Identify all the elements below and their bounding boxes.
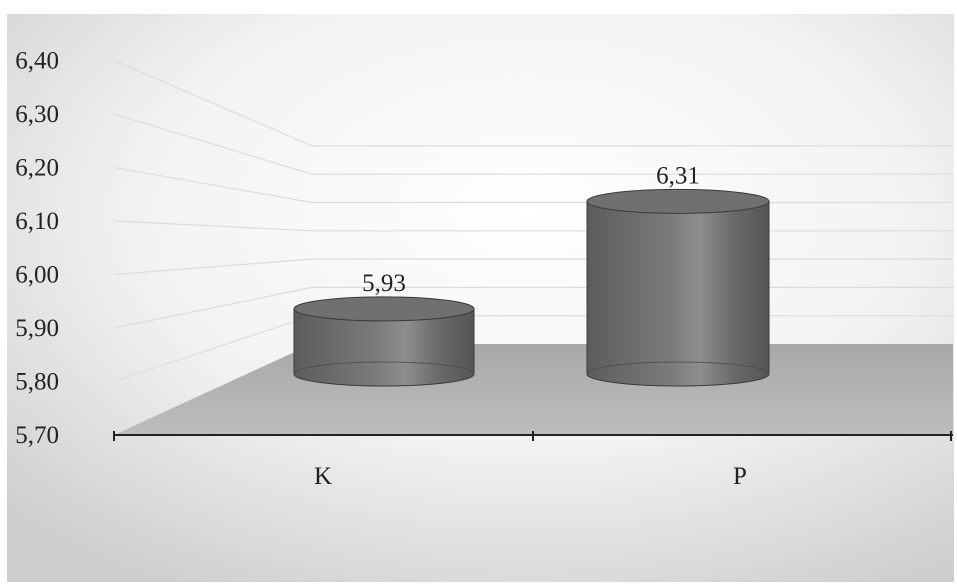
bar-base-rim xyxy=(586,361,770,375)
y-tick-label: 6,30 xyxy=(15,101,59,128)
bar xyxy=(586,188,770,387)
y-tick-label: 5,90 xyxy=(15,315,59,342)
data-label: 6,31 xyxy=(656,162,700,189)
bar-top xyxy=(293,296,475,322)
y-axis-ticks: 5,70 5,80 5,90 6,00 6,10 6,20 6,30 6,40 xyxy=(15,48,59,450)
x-axis xyxy=(113,431,953,441)
gridlines xyxy=(113,59,953,383)
chart-area: 5,70 5,80 5,90 6,00 6,10 6,20 6,30 6,40 5,93 K 6,… xyxy=(7,14,954,582)
y-tick-label: 6,20 xyxy=(15,155,59,182)
gridline xyxy=(113,59,953,147)
category-label: K xyxy=(314,463,332,490)
bar-base-rim xyxy=(293,361,475,375)
bar-body xyxy=(586,200,770,387)
bars xyxy=(293,188,770,387)
bar-top xyxy=(586,188,770,214)
y-tick-label: 6,10 xyxy=(15,208,59,235)
y-tick-label: 5,70 xyxy=(15,422,59,449)
labels: 5,93 K 6,31 P xyxy=(314,162,747,490)
bar xyxy=(293,296,475,387)
category-label: P xyxy=(733,463,747,490)
data-label: 5,93 xyxy=(362,270,406,297)
y-tick-label: 6,40 xyxy=(15,48,59,75)
y-tick-label: 6,00 xyxy=(15,262,59,289)
chart-background xyxy=(7,14,954,582)
chart-svg: 5,70 5,80 5,90 6,00 6,10 6,20 6,30 6,40 5,93 K 6,… xyxy=(7,14,954,582)
bar-body xyxy=(293,308,475,387)
gridline xyxy=(113,113,953,175)
y-tick-label: 5,80 xyxy=(15,369,59,396)
